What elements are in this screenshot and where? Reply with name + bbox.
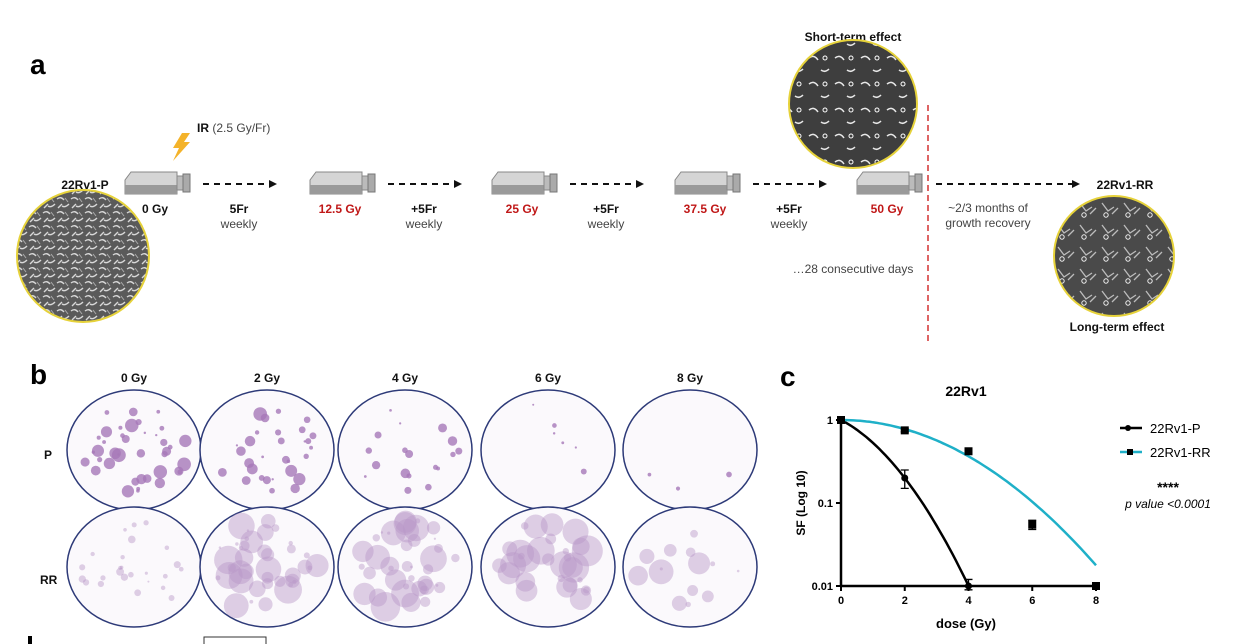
consecutive-days-label: …28 consecutive days	[793, 262, 914, 276]
data-point-rr	[1028, 520, 1037, 529]
y-tick-label: 0.01	[812, 581, 833, 593]
y-tick-label: 1	[827, 415, 833, 427]
step-frequency: weekly	[770, 217, 808, 231]
flask-icon	[856, 171, 923, 195]
parental-cells-image	[16, 189, 150, 323]
flask-icon	[491, 171, 558, 195]
arrow-head-icon	[1072, 180, 1080, 188]
arrow-head-icon	[269, 180, 277, 188]
lightning-icon	[173, 133, 190, 161]
step-fractions: +5Fr	[776, 202, 802, 216]
chart-title: 22Rv1	[945, 383, 986, 399]
significance-stars: ****	[1157, 479, 1179, 495]
plate-p-1	[199, 389, 335, 511]
flask-icon	[124, 171, 191, 195]
plate-p-0	[66, 389, 202, 511]
plate-p-3	[480, 389, 616, 511]
step-frequency: weekly	[587, 217, 625, 231]
dose-label: 37.5 Gy	[684, 202, 727, 216]
start-line-label: 22Rv1-P	[61, 178, 108, 192]
plate-rr-2	[337, 506, 473, 628]
dose-label: 50 Gy	[871, 202, 904, 216]
long-term-label: Long-term effect	[1070, 320, 1165, 334]
step-fractions: 5Fr	[230, 202, 249, 216]
short-term-label: Short-term effect	[805, 30, 902, 44]
resistant-cells-image	[1053, 195, 1175, 317]
x-tick-label: 8	[1093, 595, 1099, 607]
step-frequency: weekly	[220, 217, 258, 231]
dose-column-header: 6 Gy	[535, 371, 561, 385]
data-point-rr	[1092, 582, 1100, 590]
row-label-p: P	[44, 448, 52, 462]
x-tick-label: 4	[965, 595, 972, 607]
dose-label: 12.5 Gy	[319, 202, 362, 216]
plate-rr-1	[199, 506, 335, 628]
panel-label-c: c	[780, 361, 796, 392]
legend: 22Rv1-P 22Rv1-RR	[1120, 421, 1211, 460]
dose-column-header: 4 Gy	[392, 371, 418, 385]
x-axis-label: dose (Gy)	[936, 616, 996, 631]
x-tick-label: 0	[838, 595, 844, 607]
plate-rr-4	[622, 506, 758, 628]
data-point-rr	[837, 416, 845, 424]
step-frequency: weekly	[405, 217, 443, 231]
x-tick-label: 6	[1029, 595, 1035, 607]
cropped-panel-label	[28, 636, 32, 644]
flask-icon	[674, 171, 741, 195]
dose-column-header: 2 Gy	[254, 371, 280, 385]
dose-label: 0 Gy	[142, 202, 168, 216]
fit-curve-22rv1-rr	[841, 418, 1097, 567]
dose-label: 25 Gy	[506, 202, 539, 216]
arrow-head-icon	[454, 180, 462, 188]
data-point-rr	[964, 447, 973, 456]
step-fractions: +5Fr	[593, 202, 619, 216]
p-value: p value <0.0001	[1124, 497, 1211, 511]
legend-marker-rr	[1127, 449, 1133, 455]
flask-icon	[309, 171, 376, 195]
y-tick-label: 0.1	[818, 498, 833, 510]
dose-column-header: 0 Gy	[121, 371, 147, 385]
plate-rr-3	[480, 506, 616, 628]
legend-label-p: 22Rv1-P	[1150, 421, 1201, 436]
plate-p-2	[337, 389, 473, 511]
y-axis-label: SF (Log 10)	[794, 470, 808, 535]
arrow-head-icon	[636, 180, 644, 188]
recovery-label-1: ~2/3 months of	[948, 201, 1028, 215]
legend-marker-p	[1125, 425, 1131, 431]
plate-p-4	[622, 389, 758, 511]
panel-label-b: b	[30, 359, 47, 390]
arrow-head-icon	[819, 180, 827, 188]
short-term-cells-image	[788, 39, 918, 169]
cropped-box	[203, 636, 267, 644]
legend-label-rr: 22Rv1-RR	[1150, 445, 1211, 460]
fit-curve-22rv1-p	[840, 418, 970, 587]
end-line-label: 22Rv1-RR	[1097, 178, 1154, 192]
ir-label: IR (2.5 Gy/Fr)	[197, 121, 270, 135]
panel-label-a: a	[30, 49, 46, 80]
data-point-p	[901, 474, 909, 482]
step-fractions: +5Fr	[411, 202, 437, 216]
survival-chart: 0 2 4 6 8 1 0.1 0.01	[812, 415, 1100, 607]
row-label-rr: RR	[40, 573, 58, 587]
recovery-label-2: growth recovery	[945, 216, 1030, 230]
data-point-rr	[900, 426, 909, 435]
x-tick-label: 2	[902, 595, 908, 607]
data-point-p	[965, 582, 972, 590]
plate-rr-0	[66, 506, 202, 628]
dose-column-header: 8 Gy	[677, 371, 703, 385]
